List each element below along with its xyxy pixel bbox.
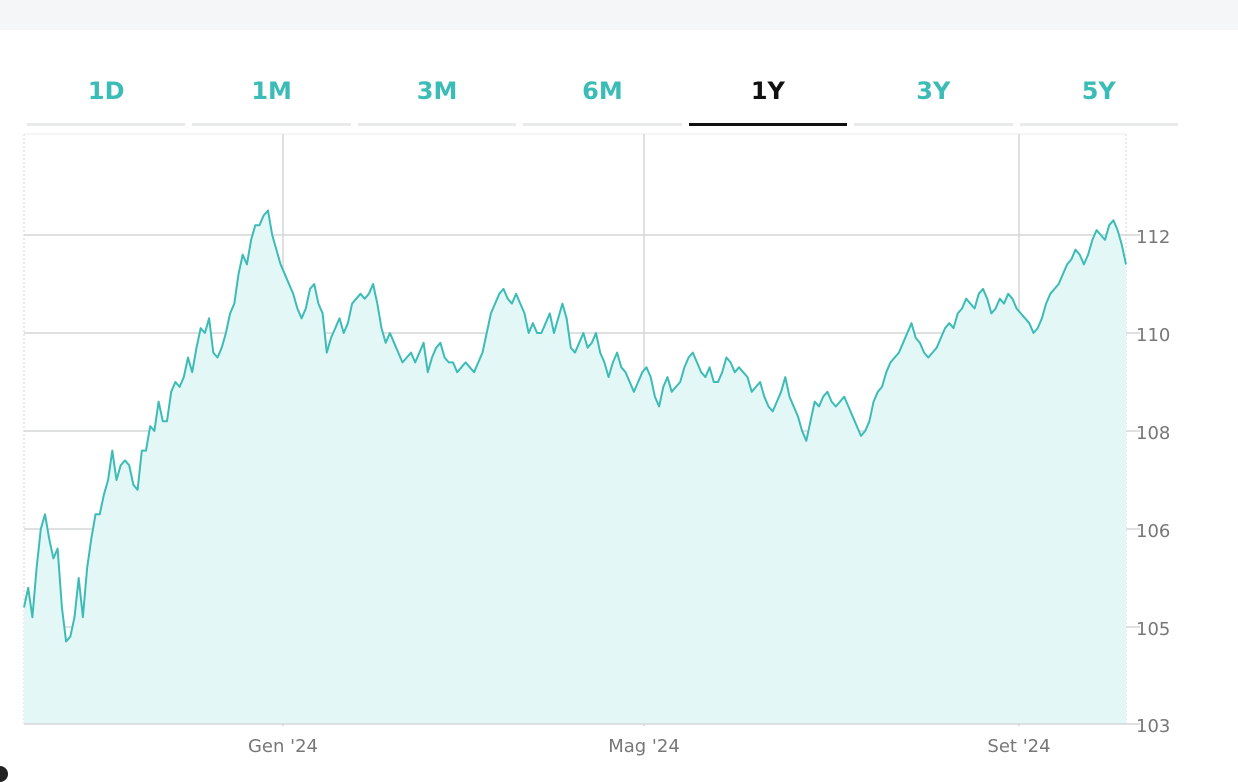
range-selector: 1D 1M 3M 6M 1Y 3Y 5Y (27, 66, 1178, 126)
range-tab-3y[interactable]: 3Y (854, 66, 1013, 126)
series-line (23, 209, 1127, 643)
x-tick-label: Gen '24 (248, 736, 318, 757)
y-tick-label: 106 (1136, 521, 1170, 542)
x-tick-label: Mag '24 (608, 736, 680, 757)
y-tick-label: 112 (1136, 227, 1170, 248)
y-tick-label: 103 (1136, 716, 1170, 737)
y-tick-label: 110 (1136, 325, 1170, 346)
top-strip (0, 0, 1238, 30)
y-tick-label: 108 (1136, 423, 1170, 444)
range-tab-6m[interactable]: 6M (523, 66, 682, 126)
range-tab-3m[interactable]: 3M (357, 66, 517, 126)
range-tab-1m[interactable]: 1M (192, 66, 351, 126)
y-tick-label: 105 (1136, 619, 1170, 640)
range-tab-5y[interactable]: 5Y (1019, 66, 1178, 126)
series-area (24, 210, 1126, 724)
x-tick-label: Set '24 (987, 736, 1050, 757)
range-tab-1y[interactable]: 1Y (688, 66, 848, 126)
cursor-icon (0, 766, 8, 782)
range-tab-1d[interactable]: 1D (27, 66, 186, 126)
